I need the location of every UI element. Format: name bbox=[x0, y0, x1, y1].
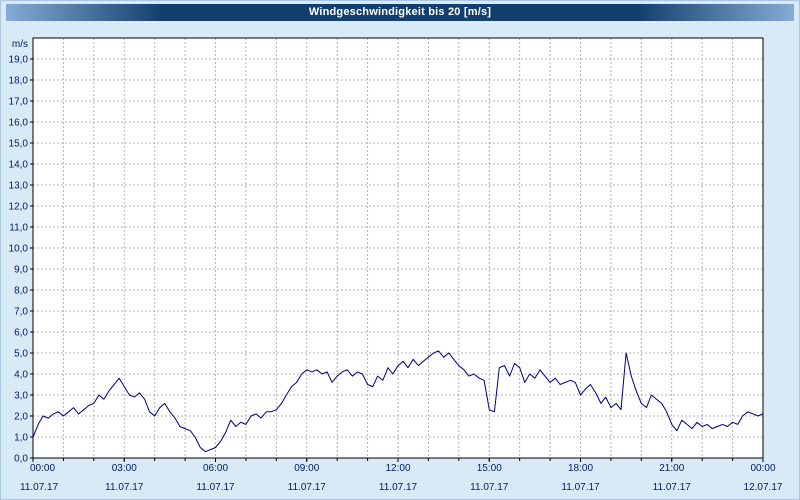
svg-text:00:00: 00:00 bbox=[30, 463, 55, 474]
chart-title-bar: Windgeschwindigkeit bis 20 [m/s] bbox=[6, 4, 794, 21]
svg-text:00:00: 00:00 bbox=[750, 463, 775, 474]
svg-text:09:00: 09:00 bbox=[294, 463, 319, 474]
svg-text:15,0: 15,0 bbox=[9, 139, 29, 150]
svg-text:9,0: 9,0 bbox=[14, 265, 28, 276]
svg-text:15:00: 15:00 bbox=[477, 463, 502, 474]
svg-text:11.07.17: 11.07.17 bbox=[105, 482, 144, 493]
svg-text:12:00: 12:00 bbox=[385, 463, 410, 474]
svg-text:11.07.17: 11.07.17 bbox=[196, 482, 235, 493]
svg-text:11.07.17: 11.07.17 bbox=[379, 482, 418, 493]
svg-text:17,0: 17,0 bbox=[9, 97, 29, 108]
svg-text:03:00: 03:00 bbox=[112, 463, 137, 474]
svg-text:12.07.17: 12.07.17 bbox=[744, 482, 783, 493]
svg-text:11,0: 11,0 bbox=[9, 223, 28, 234]
svg-text:11.07.17: 11.07.17 bbox=[288, 482, 327, 493]
svg-text:11.07.17: 11.07.17 bbox=[653, 482, 692, 493]
svg-text:8,0: 8,0 bbox=[14, 286, 28, 297]
svg-text:14,0: 14,0 bbox=[9, 160, 29, 171]
svg-text:7,0: 7,0 bbox=[14, 307, 28, 318]
svg-text:21:00: 21:00 bbox=[659, 463, 684, 474]
svg-text:11.07.17: 11.07.17 bbox=[561, 482, 600, 493]
svg-text:11.07.17: 11.07.17 bbox=[470, 482, 509, 493]
svg-text:16,0: 16,0 bbox=[9, 118, 29, 129]
svg-text:m/s: m/s bbox=[12, 39, 28, 50]
svg-text:5,0: 5,0 bbox=[14, 349, 28, 360]
svg-text:4,0: 4,0 bbox=[14, 370, 28, 381]
svg-text:1,0: 1,0 bbox=[14, 433, 28, 444]
chart-title: Windgeschwindigkeit bis 20 [m/s] bbox=[308, 6, 492, 18]
svg-text:3,0: 3,0 bbox=[14, 391, 28, 402]
svg-text:10,0: 10,0 bbox=[9, 244, 29, 255]
svg-text:18:00: 18:00 bbox=[568, 463, 593, 474]
svg-text:13,0: 13,0 bbox=[9, 181, 29, 192]
svg-text:19,0: 19,0 bbox=[9, 55, 29, 66]
svg-text:6,0: 6,0 bbox=[14, 328, 28, 339]
svg-text:11.07.17: 11.07.17 bbox=[20, 482, 59, 493]
svg-text:0,0: 0,0 bbox=[14, 454, 28, 465]
svg-text:12,0: 12,0 bbox=[9, 202, 29, 213]
svg-text:06:00: 06:00 bbox=[203, 463, 228, 474]
svg-text:2,0: 2,0 bbox=[14, 412, 28, 423]
svg-text:18,0: 18,0 bbox=[9, 76, 29, 87]
